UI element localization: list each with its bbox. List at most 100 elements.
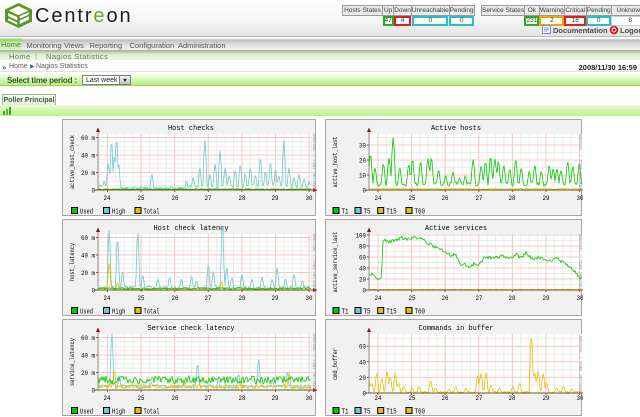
svg-text:40: 40: [359, 359, 366, 366]
svg-text:40 m: 40 m: [81, 253, 95, 260]
svg-text:High: High: [112, 409, 126, 417]
svg-text:30: 30: [577, 195, 584, 202]
svg-text:25: 25: [409, 195, 416, 202]
svg-text:RRDTOOL / TOBI OETIKER: RRDTOOL / TOBI OETIKER: [311, 134, 317, 190]
svg-text:26: 26: [172, 195, 179, 202]
svg-text:T1: T1: [342, 309, 349, 317]
svg-text:T60: T60: [415, 409, 426, 417]
svg-text:active_service_last: active_service_last: [332, 231, 339, 292]
svg-text:Used: Used: [80, 309, 93, 317]
svg-text:29: 29: [272, 195, 279, 202]
svg-text:RRDTOOL / TOBI OETIKER: RRDTOOL / TOBI OETIKER: [577, 234, 583, 290]
svg-text:active_host_last: active_host_last: [332, 136, 339, 187]
svg-text:28: 28: [509, 195, 516, 202]
svg-text:30: 30: [359, 143, 366, 150]
svg-text:T1: T1: [342, 409, 349, 417]
svg-text:RRDTOOL / TOBI OETIKER: RRDTOOL / TOBI OETIKER: [311, 234, 317, 290]
svg-text:28: 28: [509, 395, 516, 402]
svg-text:0: 0: [92, 388, 96, 395]
svg-text:Active services: Active services: [425, 225, 487, 233]
svg-text:24: 24: [375, 195, 382, 202]
svg-text:60 m: 60 m: [81, 235, 95, 242]
svg-text:10: 10: [359, 173, 366, 180]
svg-text:30: 30: [306, 295, 313, 302]
svg-text:Host check latency: Host check latency: [154, 225, 229, 233]
svg-text:20: 20: [359, 277, 366, 284]
svg-text:26: 26: [172, 295, 179, 302]
svg-text:20 m: 20 m: [81, 270, 95, 277]
svg-text:Active hosts: Active hosts: [431, 125, 481, 133]
svg-text:0: 0: [363, 188, 367, 195]
svg-text:29: 29: [272, 395, 279, 402]
svg-text:0: 0: [363, 391, 367, 398]
svg-text:29: 29: [543, 195, 550, 202]
svg-text:60 m: 60 m: [81, 135, 95, 142]
svg-text:Used: Used: [80, 409, 93, 417]
svg-text:T1: T1: [342, 209, 349, 217]
svg-text:26: 26: [172, 395, 179, 402]
svg-text:0: 0: [92, 188, 96, 195]
svg-text:RRDTOOL / TOBI OETIKER: RRDTOOL / TOBI OETIKER: [577, 134, 583, 190]
svg-text:20: 20: [359, 375, 366, 382]
svg-text:service_latency: service_latency: [69, 338, 76, 386]
svg-text:30: 30: [577, 295, 584, 302]
svg-text:Host checks: Host checks: [168, 125, 214, 133]
svg-text:20: 20: [359, 158, 366, 165]
svg-text:T15: T15: [386, 209, 397, 217]
svg-text:40: 40: [359, 266, 366, 273]
svg-text:25: 25: [138, 395, 145, 402]
svg-text:27: 27: [205, 295, 212, 302]
svg-text:28: 28: [239, 195, 246, 202]
svg-text:T60: T60: [415, 209, 426, 217]
svg-text:High: High: [112, 209, 126, 217]
svg-text:40 m: 40 m: [81, 353, 95, 360]
svg-text:28: 28: [239, 395, 246, 402]
svg-text:29: 29: [543, 295, 550, 302]
svg-text:26: 26: [442, 295, 449, 302]
svg-text:27: 27: [205, 395, 212, 402]
svg-text:0: 0: [363, 288, 367, 295]
svg-text:cmd_buffer: cmd_buffer: [332, 348, 339, 380]
svg-text:25: 25: [409, 395, 416, 402]
svg-text:60 m: 60 m: [81, 335, 95, 342]
svg-text:25: 25: [138, 295, 145, 302]
svg-text:29: 29: [543, 395, 550, 402]
svg-text:24: 24: [104, 195, 111, 202]
svg-text:26: 26: [442, 195, 449, 202]
svg-text:29: 29: [272, 295, 279, 302]
svg-text:26: 26: [442, 395, 449, 402]
svg-text:Total: Total: [144, 409, 160, 417]
svg-text:24: 24: [375, 395, 382, 402]
svg-text:active_host_check: active_host_check: [69, 135, 76, 189]
svg-text:27: 27: [476, 195, 483, 202]
svg-text:40 m: 40 m: [81, 153, 95, 160]
svg-text:24: 24: [104, 295, 111, 302]
svg-text:27: 27: [476, 295, 483, 302]
svg-text:RRDTOOL / TOBI OETIKER: RRDTOOL / TOBI OETIKER: [577, 336, 583, 392]
svg-text:T60: T60: [415, 309, 426, 317]
svg-text:30: 30: [306, 195, 313, 202]
svg-text:Total: Total: [144, 309, 160, 317]
svg-text:Commands in buffer: Commands in buffer: [419, 325, 494, 333]
svg-text:100: 100: [356, 233, 367, 240]
svg-text:27: 27: [476, 395, 483, 402]
svg-text:60: 60: [359, 255, 366, 262]
svg-text:T15: T15: [386, 409, 397, 417]
svg-text:28: 28: [239, 295, 246, 302]
svg-text:20 m: 20 m: [81, 170, 95, 177]
svg-text:host_latency: host_latency: [69, 243, 76, 281]
svg-text:24: 24: [104, 395, 111, 402]
svg-text:60: 60: [359, 344, 366, 351]
svg-text:T5: T5: [364, 409, 371, 417]
svg-text:25: 25: [138, 195, 145, 202]
svg-text:25: 25: [409, 295, 416, 302]
svg-text:80: 80: [359, 244, 366, 251]
svg-text:Used: Used: [80, 209, 93, 217]
svg-text:T5: T5: [364, 209, 371, 217]
svg-text:Service check latency: Service check latency: [148, 325, 235, 333]
svg-text:RRDTOOL / TOBI OETIKER: RRDTOOL / TOBI OETIKER: [311, 334, 317, 390]
svg-text:High: High: [112, 309, 126, 317]
svg-text:24: 24: [375, 295, 382, 302]
svg-text:T5: T5: [364, 309, 371, 317]
svg-text:Total: Total: [144, 209, 160, 217]
